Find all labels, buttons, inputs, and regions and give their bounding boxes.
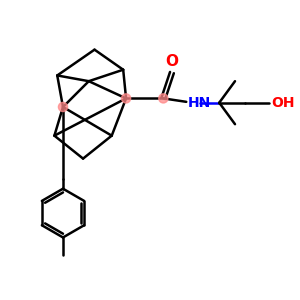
Circle shape [122,94,131,103]
Circle shape [159,94,168,103]
Circle shape [58,102,68,112]
Text: OH: OH [271,96,294,110]
Text: O: O [165,54,178,69]
Text: HN: HN [188,96,211,110]
